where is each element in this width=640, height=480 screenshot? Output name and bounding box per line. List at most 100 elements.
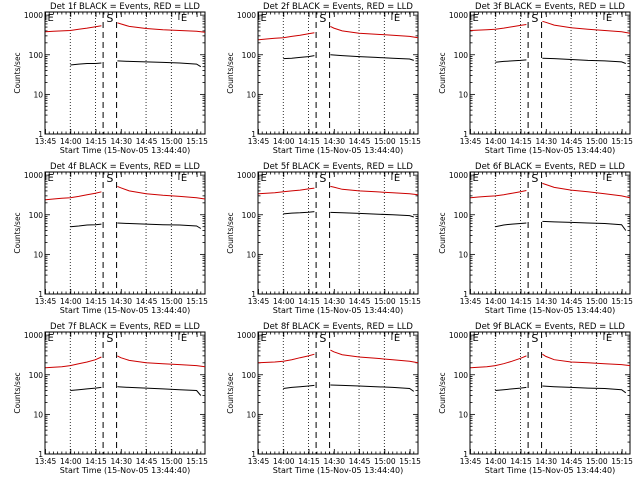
s-marker-label: S bbox=[106, 12, 113, 25]
e-marker-label: E bbox=[261, 333, 267, 344]
chart-panel-2: Det 2f BLACK = Events, RED = LLD 1 10 100 10… bbox=[226, 2, 421, 155]
e-marker-label: E bbox=[473, 13, 479, 24]
y-axis-title: Counts/sec bbox=[438, 212, 447, 253]
chart-panel-1: Det 1f BLACK = Events, RED = LLD 1 10 100 10… bbox=[13, 2, 208, 155]
x-tick-label: 15:15 bbox=[399, 297, 421, 306]
y-tick-label: 1000 bbox=[449, 11, 468, 20]
chart-title: Det 1f BLACK = Events, RED = LLD bbox=[50, 2, 200, 12]
y-tick-label: 10 bbox=[458, 250, 468, 259]
plot-frame bbox=[469, 331, 631, 455]
x-axis-title: Start Time (15-Nov-05 13:44:40) bbox=[273, 466, 403, 475]
y-axis-title: Counts/sec bbox=[13, 52, 22, 93]
lld-series-line bbox=[542, 20, 631, 34]
x-tick-label: 14:00 bbox=[485, 137, 507, 146]
x-tick-label: 15:15 bbox=[611, 457, 633, 466]
y-tick-label: 1 bbox=[463, 450, 468, 459]
x-tick-label: 13:45 bbox=[460, 137, 482, 146]
y-tick-label: 1000 bbox=[24, 11, 43, 20]
lld-series-line bbox=[542, 353, 631, 367]
y-axis-title: Counts/sec bbox=[13, 212, 22, 253]
chart-title: Det 9f BLACK = Events, RED = LLD bbox=[475, 322, 625, 332]
x-tick-label: 14:45 bbox=[349, 457, 371, 466]
events-series-line bbox=[117, 386, 202, 396]
x-axis-title: Start Time (15-Nov-05 13:44:40) bbox=[60, 466, 190, 475]
chart-title: Det 3f BLACK = Events, RED = LLD bbox=[475, 2, 625, 12]
s-marker-label: S bbox=[531, 12, 538, 25]
e-marker-label: E bbox=[181, 173, 187, 184]
e-marker-label: E bbox=[606, 173, 612, 184]
plot-frame bbox=[44, 331, 206, 455]
x-tick-label: 14:15 bbox=[510, 457, 532, 466]
x-axis-title: Start Time (15-Nov-05 13:44:40) bbox=[273, 146, 403, 155]
s-marker-label: S bbox=[531, 172, 538, 185]
events-series-line bbox=[330, 54, 414, 61]
y-tick-label: 1000 bbox=[237, 331, 256, 340]
x-tick-label: 15:15 bbox=[399, 457, 421, 466]
e-marker-label: E bbox=[261, 173, 267, 184]
x-tick-label: 14:15 bbox=[85, 457, 107, 466]
y-tick-label: 1 bbox=[463, 130, 468, 139]
y-tick-label: 1 bbox=[251, 450, 256, 459]
s-marker-label: S bbox=[531, 332, 538, 345]
y-tick-label: 10 bbox=[33, 90, 43, 99]
x-tick-label: 15:15 bbox=[611, 297, 633, 306]
chart-title: Det 6f BLACK = Events, RED = LLD bbox=[475, 162, 625, 172]
events-series-line bbox=[70, 62, 102, 66]
chart-title: Det 8f BLACK = Events, RED = LLD bbox=[263, 322, 413, 332]
x-tick-label: 15:00 bbox=[161, 457, 183, 466]
e-marker-label: E bbox=[261, 13, 267, 24]
chart-panel-5: Det 5f BLACK = Events, RED = LLD 1 10 100 10… bbox=[226, 162, 421, 315]
y-tick-label: 1 bbox=[38, 450, 43, 459]
x-tick-label: 15:00 bbox=[161, 137, 183, 146]
x-tick-label: 14:45 bbox=[561, 297, 583, 306]
plot-frame bbox=[257, 331, 419, 455]
plot-frame bbox=[257, 11, 419, 135]
chart-panel-3: Det 3f BLACK = Events, RED = LLD 1 10 100 10… bbox=[438, 2, 633, 155]
x-tick-label: 14:45 bbox=[136, 297, 158, 306]
x-tick-label: 13:45 bbox=[35, 297, 57, 306]
y-axis-title: Counts/sec bbox=[438, 52, 447, 93]
x-tick-label: 13:45 bbox=[248, 137, 270, 146]
s-marker-label: S bbox=[106, 332, 113, 345]
chart-title: Det 7f BLACK = Events, RED = LLD bbox=[50, 322, 200, 332]
y-tick-label: 10 bbox=[246, 250, 256, 259]
y-tick-label: 1000 bbox=[449, 331, 468, 340]
lld-series-line bbox=[45, 191, 102, 201]
x-tick-label: 15:15 bbox=[611, 137, 633, 146]
x-tick-label: 14:00 bbox=[60, 297, 82, 306]
e-marker-label: E bbox=[48, 13, 54, 24]
y-tick-label: 100 bbox=[242, 371, 257, 380]
chart-title: Det 2f BLACK = Events, RED = LLD bbox=[263, 2, 413, 12]
chart-panel-7: Det 7f BLACK = Events, RED = LLD 1 10 100 10… bbox=[13, 322, 208, 475]
y-tick-label: 100 bbox=[29, 211, 44, 220]
e-marker-label: E bbox=[606, 13, 612, 24]
x-tick-label: 14:15 bbox=[510, 297, 532, 306]
y-tick-label: 1000 bbox=[24, 331, 43, 340]
lld-series-line bbox=[45, 356, 102, 369]
x-tick-label: 14:00 bbox=[273, 457, 295, 466]
y-tick-label: 100 bbox=[454, 211, 469, 220]
x-tick-label: 14:45 bbox=[561, 457, 583, 466]
lld-series-line bbox=[117, 22, 206, 33]
y-axis-title: Counts/sec bbox=[226, 212, 235, 253]
x-axis-title: Start Time (15-Nov-05 13:44:40) bbox=[485, 146, 615, 155]
events-series-line bbox=[283, 384, 315, 389]
x-tick-label: 14:30 bbox=[323, 297, 345, 306]
x-tick-label: 14:00 bbox=[273, 297, 295, 306]
y-tick-label: 10 bbox=[458, 410, 468, 419]
e-marker-label: E bbox=[394, 333, 400, 344]
events-series-line bbox=[495, 222, 527, 228]
chart-panel-8: Det 8f BLACK = Events, RED = LLD 1 10 100 10… bbox=[226, 322, 421, 475]
x-tick-label: 14:15 bbox=[298, 297, 320, 306]
events-series-line bbox=[495, 59, 527, 63]
x-tick-label: 13:45 bbox=[35, 137, 57, 146]
y-tick-label: 100 bbox=[242, 51, 257, 60]
x-tick-label: 13:45 bbox=[460, 297, 482, 306]
y-axis-title: Counts/sec bbox=[226, 372, 235, 413]
events-series-line bbox=[495, 386, 527, 391]
y-tick-label: 10 bbox=[246, 90, 256, 99]
x-tick-label: 14:30 bbox=[110, 137, 132, 146]
e-marker-label: E bbox=[48, 333, 54, 344]
x-tick-label: 14:00 bbox=[60, 137, 82, 146]
